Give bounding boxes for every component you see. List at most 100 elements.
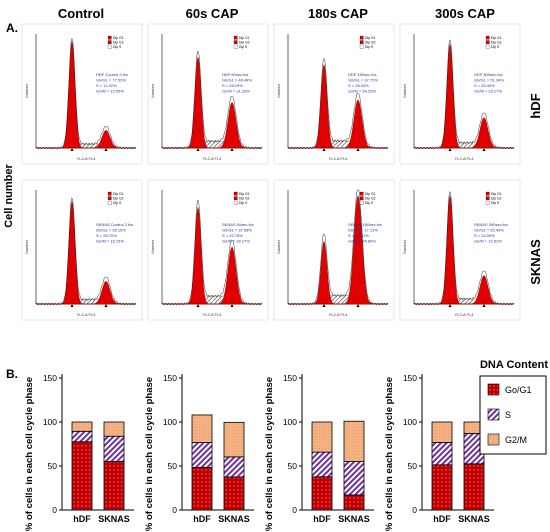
histogram-peak-marker-1 — [230, 148, 234, 151]
bar-segment-g2m-sknas — [103, 421, 125, 437]
bar-segment-g2m-hdf — [71, 421, 93, 432]
panel-b-label: B. — [6, 367, 18, 381]
bar-chart-ylabel: % of cells in each cell cycle phase — [24, 377, 35, 531]
bar-category-label: SKNAS — [218, 514, 250, 524]
histogram-stat: G2/M = 12.92% — [474, 239, 502, 244]
bar-category-label: hDF — [433, 514, 451, 524]
histogram-legend-swatch — [107, 44, 112, 49]
histogram-stat: G2/M = 16.15% — [96, 239, 124, 244]
y-axis-label: Cell number — [3, 164, 15, 228]
histogram-stat: G2/M = 10.55% — [96, 89, 124, 94]
row-label-sknas: SKNAS — [528, 239, 543, 285]
bar-category-label: hDF — [193, 514, 211, 524]
stacked-bar-chart-1: % of cells in each cell cycle phase 0 50 10… — [144, 373, 254, 531]
histogram-envelope — [413, 39, 515, 150]
bar-chart-ylabel: % of cells in each cell cycle phase — [264, 377, 275, 531]
histogram-sample-name: SKNAS Control 2.fcs — [96, 222, 133, 227]
histogram-legend-label: Dip S — [491, 45, 500, 49]
histogram-legend-label: Dip G2 — [113, 197, 124, 201]
bar-category-label: hDF — [73, 514, 91, 524]
bar-chart-ytick-label: 0 — [412, 505, 417, 515]
bar-segment-s-hdf — [311, 451, 333, 478]
bar-chart-ytick-label: 150 — [403, 373, 417, 383]
bar-category-label: hDF — [313, 514, 331, 524]
histogram-sample-name: SKNAS 180sec.fcs — [348, 222, 382, 227]
histogram-stat: G0/G1 = 37.72% — [348, 78, 378, 83]
histogram-legend-swatch — [233, 44, 238, 49]
histogram-stat: G0/G1 = 48.48% — [222, 78, 252, 83]
bar-segment-g2m-hdf — [311, 421, 333, 453]
histogram-legend-swatch — [485, 44, 490, 49]
histogram-legend-swatch — [359, 200, 364, 205]
x-axis-label: DNA Content — [480, 359, 548, 371]
histogram-stat: G2/M = 31.33% — [222, 89, 250, 94]
histogram-envelope — [287, 189, 389, 306]
histogram-legend-label: Dip G2 — [365, 197, 376, 201]
histogram-xlabel: YL2-A FL4 — [329, 312, 349, 317]
histogram-sample-name: HDF 300sec.fcs — [474, 72, 502, 77]
histogram-envelope — [35, 197, 137, 306]
histogram-legend-label: Dip G1 — [365, 36, 376, 40]
bar-category-label: SKNAS — [338, 514, 370, 524]
histogram-legend-swatch — [359, 40, 364, 45]
stacked-bar-chart-3: % of cells in each cell cycle phase 0 50 10… — [384, 373, 494, 531]
histogram-legend-swatch — [107, 40, 112, 45]
histogram-stat: S = 37.91% — [348, 233, 369, 238]
histogram-stat: G0/G1 = 37.58% — [222, 228, 252, 233]
legend-label-g2m: G2/M — [505, 435, 527, 445]
histogram-xlabel: YL2-A FL4 — [203, 156, 223, 161]
column-title-control: Control — [58, 6, 104, 21]
histogram-legend-swatch — [359, 196, 364, 201]
histogram-peak-marker-0 — [70, 148, 74, 151]
histogram-legend-label: Dip G2 — [491, 197, 502, 201]
bar-chart-ytick-label: 0 — [292, 505, 297, 515]
histogram-legend-swatch — [107, 191, 112, 196]
bar-chart-ytick-label: 50 — [168, 461, 178, 471]
histogram-stat: S = 11.92% — [96, 83, 117, 88]
histogram-legend-swatch — [107, 196, 112, 201]
histogram-legend-label: Dip S — [113, 201, 122, 205]
histogram-peak-marker-1 — [230, 304, 234, 307]
histogram-legend-label: Dip G1 — [239, 192, 250, 196]
column-title-180s: 180s CAP — [308, 6, 368, 21]
row-label-hdf: hDF — [528, 93, 543, 118]
bar-segment-g1-hdf — [191, 466, 213, 511]
histogram-peak-marker-1 — [356, 148, 360, 151]
histogram-legend-swatch — [485, 35, 490, 40]
histogram-stat: G0/G1 = 77.53% — [96, 78, 126, 83]
bar-chart-ytick-label: 150 — [43, 373, 57, 383]
histogram-frame — [21, 179, 143, 321]
histogram-stat: G0/G1 = 52.49% — [474, 228, 504, 233]
histogram-ylabel: Number — [276, 239, 281, 254]
histogram-legend-label: Dip G1 — [239, 36, 250, 40]
legend-label-g1: Go/G1 — [505, 385, 532, 395]
histogram-ylabel: Number — [402, 83, 407, 98]
histogram-ylabel: Number — [150, 83, 155, 98]
histogram-legend-swatch — [485, 200, 490, 205]
histogram-legend-label: Dip G1 — [113, 192, 124, 196]
histogram-legend-swatch — [233, 35, 238, 40]
bar-segment-g1-sknas — [463, 463, 485, 511]
bar-segment-g1-sknas — [343, 494, 365, 511]
histogram-stat: G2/M = 34.25% — [348, 89, 376, 94]
legend-label-s: S — [505, 410, 511, 420]
histogram-stat: S = 28.03% — [348, 83, 369, 88]
bar-segment-s-hdf — [71, 430, 93, 443]
histogram-legend-label: Dip G1 — [491, 192, 502, 196]
column-title-60s: 60s CAP — [186, 6, 239, 21]
bar-chart-ytick-label: 100 — [163, 417, 177, 427]
histogram-sample-name: HDF Control 2.fcs — [96, 72, 128, 77]
histogram-xlabel: YL2-A FL4 — [77, 312, 97, 317]
histogram-legend-label: Dip S — [239, 201, 248, 205]
histogram-legend-label: Dip G2 — [365, 41, 376, 45]
legend-swatch-g1 — [487, 383, 500, 396]
bar-segment-s-hdf — [431, 441, 453, 466]
histogram-stat: G2/M = 23.17% — [474, 89, 502, 94]
histogram-stat: S = 34.59% — [474, 233, 495, 238]
histogram-sample-name: HDF 60sec.fcs — [222, 72, 248, 77]
histogram-peak-marker-0 — [322, 148, 326, 151]
stacked-bar-chart-0: % of cells in each cell cycle phase 0 50 10… — [24, 373, 134, 531]
